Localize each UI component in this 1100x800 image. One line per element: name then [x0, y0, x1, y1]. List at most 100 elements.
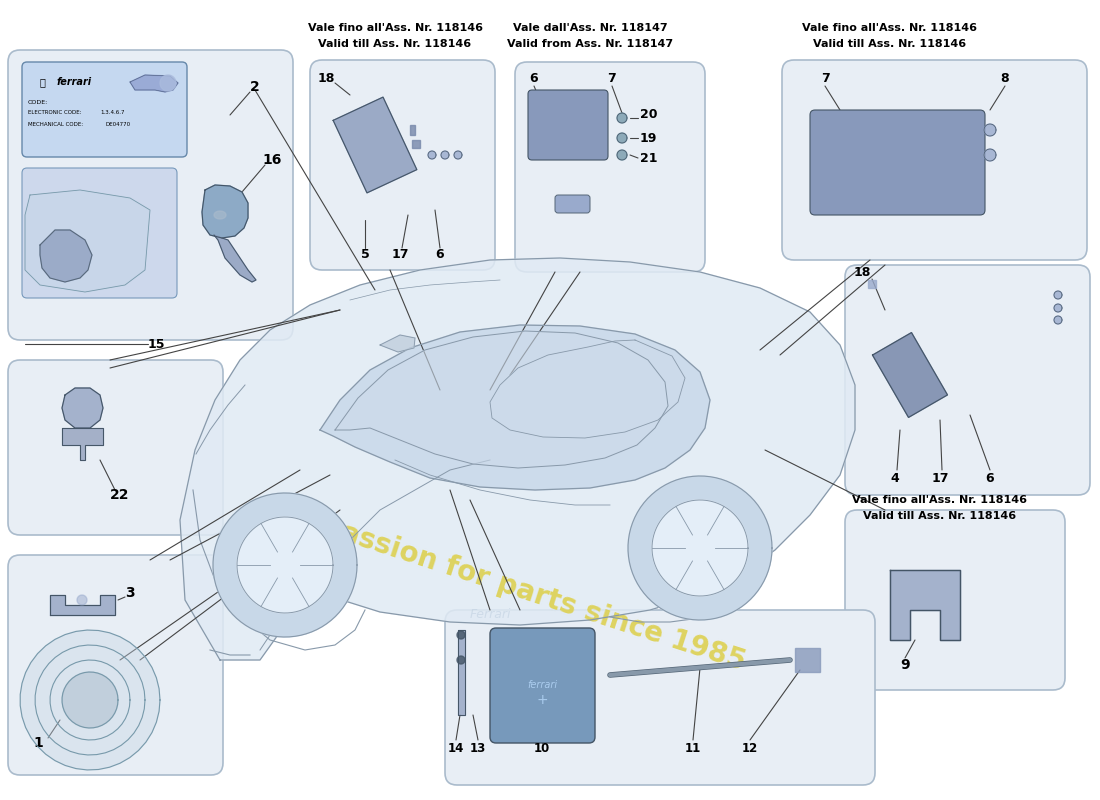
Polygon shape — [1054, 291, 1062, 299]
Text: 9: 9 — [900, 658, 910, 672]
Text: 🐴: 🐴 — [40, 77, 46, 87]
Text: 20: 20 — [640, 109, 658, 122]
Text: 17: 17 — [932, 471, 948, 485]
Text: 6: 6 — [530, 71, 538, 85]
Polygon shape — [1054, 316, 1062, 324]
FancyBboxPatch shape — [446, 610, 874, 785]
Text: 14: 14 — [448, 742, 464, 754]
Polygon shape — [213, 493, 358, 637]
Polygon shape — [77, 595, 87, 605]
Polygon shape — [441, 151, 449, 159]
Polygon shape — [984, 149, 996, 161]
FancyBboxPatch shape — [310, 60, 495, 270]
FancyBboxPatch shape — [8, 50, 293, 340]
Text: 11: 11 — [685, 742, 701, 754]
FancyBboxPatch shape — [490, 628, 595, 743]
Text: 19: 19 — [640, 131, 658, 145]
Polygon shape — [50, 595, 116, 615]
Text: MECHANICAL CODE:: MECHANICAL CODE: — [28, 122, 84, 126]
Text: 8: 8 — [1001, 71, 1010, 85]
Polygon shape — [333, 97, 417, 193]
Text: +: + — [536, 693, 548, 707]
Polygon shape — [62, 428, 103, 460]
Text: 21: 21 — [640, 151, 658, 165]
Polygon shape — [320, 325, 710, 490]
Polygon shape — [40, 230, 92, 282]
Text: 18: 18 — [317, 71, 334, 85]
Text: Vale dall'Ass. Nr. 118147: Vale dall'Ass. Nr. 118147 — [513, 23, 668, 33]
Text: 10: 10 — [534, 742, 550, 754]
Polygon shape — [180, 258, 855, 660]
Text: ferrari: ferrari — [57, 77, 92, 87]
Text: Ferrari: Ferrari — [470, 609, 510, 622]
FancyBboxPatch shape — [22, 62, 187, 157]
Text: 18: 18 — [854, 266, 871, 278]
Text: ferrari: ferrari — [527, 680, 557, 690]
Text: 13: 13 — [470, 742, 486, 754]
Text: 3: 3 — [125, 586, 135, 600]
Text: 17: 17 — [392, 249, 409, 262]
Polygon shape — [890, 570, 960, 640]
Text: 6: 6 — [986, 471, 994, 485]
Polygon shape — [617, 113, 627, 123]
Text: 12: 12 — [741, 742, 758, 754]
Polygon shape — [617, 133, 627, 143]
Polygon shape — [20, 630, 160, 770]
Text: 22: 22 — [110, 488, 130, 502]
Text: 4: 4 — [891, 471, 900, 485]
FancyBboxPatch shape — [8, 360, 223, 535]
Polygon shape — [872, 333, 947, 418]
Text: 15: 15 — [148, 338, 165, 350]
Text: ELECTRONIC CODE:: ELECTRONIC CODE: — [28, 110, 81, 115]
Text: CODE:: CODE: — [28, 99, 48, 105]
Text: Valid till Ass. Nr. 118146: Valid till Ass. Nr. 118146 — [318, 39, 472, 49]
Text: DE04770: DE04770 — [104, 122, 130, 126]
Polygon shape — [236, 517, 333, 613]
Polygon shape — [410, 125, 415, 135]
Polygon shape — [214, 235, 256, 282]
FancyBboxPatch shape — [8, 555, 223, 775]
Text: 1.3.4.6.7: 1.3.4.6.7 — [100, 110, 124, 115]
FancyBboxPatch shape — [782, 60, 1087, 260]
Text: Valid till Ass. Nr. 118146: Valid till Ass. Nr. 118146 — [864, 511, 1016, 521]
FancyBboxPatch shape — [845, 510, 1065, 690]
Text: Vale fino all'Ass. Nr. 118146: Vale fino all'Ass. Nr. 118146 — [308, 23, 483, 33]
Text: Valid till Ass. Nr. 118146: Valid till Ass. Nr. 118146 — [813, 39, 967, 49]
Text: 7: 7 — [607, 71, 616, 85]
Polygon shape — [868, 280, 876, 288]
Polygon shape — [1054, 304, 1062, 312]
Polygon shape — [984, 124, 996, 136]
Polygon shape — [412, 140, 420, 148]
Text: 2: 2 — [250, 80, 260, 94]
Text: 7: 7 — [821, 71, 829, 85]
FancyBboxPatch shape — [528, 90, 608, 160]
Polygon shape — [379, 335, 415, 352]
Polygon shape — [458, 630, 465, 715]
Text: 16: 16 — [262, 153, 282, 167]
Polygon shape — [428, 151, 436, 159]
Polygon shape — [652, 500, 748, 596]
Text: 5: 5 — [361, 249, 370, 262]
Polygon shape — [160, 75, 176, 91]
Polygon shape — [617, 150, 627, 160]
Text: a passion for parts since 1985: a passion for parts since 1985 — [290, 504, 749, 676]
Text: Vale fino all'Ass. Nr. 118146: Vale fino all'Ass. Nr. 118146 — [803, 23, 978, 33]
FancyBboxPatch shape — [845, 265, 1090, 495]
Text: 1: 1 — [33, 736, 43, 750]
Polygon shape — [454, 151, 462, 159]
Polygon shape — [795, 648, 820, 672]
FancyBboxPatch shape — [515, 62, 705, 272]
FancyBboxPatch shape — [810, 110, 984, 215]
Polygon shape — [456, 656, 465, 664]
Polygon shape — [130, 75, 178, 92]
Polygon shape — [62, 672, 118, 728]
Polygon shape — [25, 190, 150, 292]
Polygon shape — [202, 185, 248, 238]
Polygon shape — [490, 340, 685, 438]
Polygon shape — [660, 509, 739, 587]
Polygon shape — [336, 331, 668, 468]
Text: Vale fino all'Ass. Nr. 118146: Vale fino all'Ass. Nr. 118146 — [852, 495, 1027, 505]
FancyBboxPatch shape — [556, 195, 590, 213]
Polygon shape — [214, 211, 225, 219]
Polygon shape — [628, 476, 772, 620]
